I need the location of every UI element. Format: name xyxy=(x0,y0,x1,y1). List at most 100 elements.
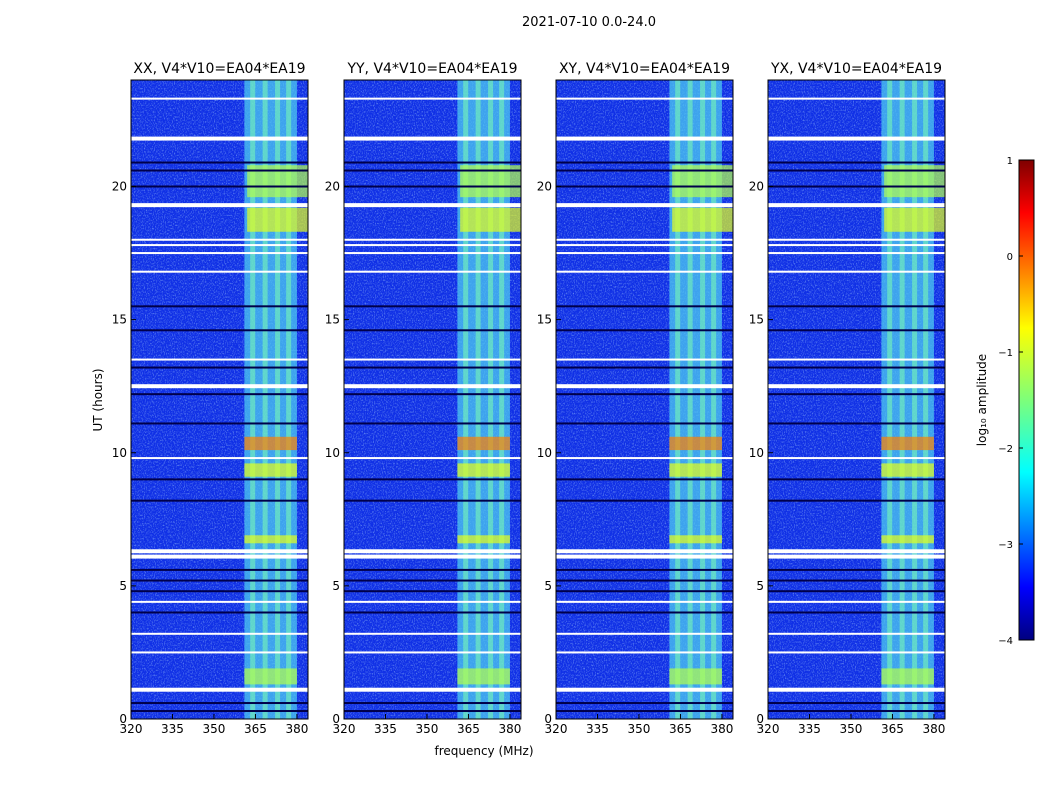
strong-emission-region xyxy=(884,207,945,232)
flagged-row xyxy=(768,554,945,559)
dark-row xyxy=(131,590,308,593)
dark-row xyxy=(768,702,945,705)
x-tick-label: 335 xyxy=(161,722,184,736)
x-tick-label: 335 xyxy=(586,722,609,736)
strong-emission-region xyxy=(669,436,722,451)
flagged-row xyxy=(768,358,945,361)
dark-row xyxy=(131,393,308,396)
flagged-row xyxy=(768,600,945,603)
strong-emission-region xyxy=(457,535,510,544)
flagged-row xyxy=(556,244,733,247)
flagged-row xyxy=(768,270,945,273)
flagged-row xyxy=(556,600,733,603)
flagged-row xyxy=(556,687,733,692)
strong-emission-region xyxy=(244,668,297,685)
flagged-row xyxy=(344,549,521,554)
flagged-row xyxy=(131,632,308,635)
strong-emission-region xyxy=(244,463,297,477)
x-tick-label: 350 xyxy=(203,722,226,736)
strong-emission-region xyxy=(457,436,510,451)
dark-row xyxy=(344,161,521,164)
flagged-row xyxy=(768,203,945,208)
dark-row xyxy=(556,590,733,593)
strong-emission-region xyxy=(881,463,934,477)
dark-row xyxy=(131,422,308,425)
flagged-row xyxy=(556,136,733,141)
strong-emission-region xyxy=(244,436,297,451)
x-tick-label: 320 xyxy=(120,722,143,736)
panel: YY, V4*V10=EA04*EA19 320 335 350 365 380 0 5 10 1… xyxy=(325,61,522,736)
x-tick-label: 365 xyxy=(881,722,904,736)
dark-row xyxy=(556,579,733,582)
flagged-row xyxy=(556,203,733,208)
y-tick-label: 20 xyxy=(325,180,340,194)
dark-row xyxy=(344,590,521,593)
rfi-column xyxy=(711,80,717,719)
dark-row xyxy=(131,478,308,481)
y-tick-label: 10 xyxy=(537,446,552,460)
panel-title: XY, V4*V10=EA04*EA19 xyxy=(559,61,730,77)
rfi-column xyxy=(499,80,505,719)
x-tick-label: 350 xyxy=(628,722,651,736)
dark-row xyxy=(768,579,945,582)
colorbar-tick-label: −1 xyxy=(998,348,1013,359)
dark-row xyxy=(556,169,733,172)
dark-row xyxy=(344,702,521,705)
flagged-row xyxy=(344,97,521,100)
panel: YX, V4*V10=EA04*EA19 320 335 350 365 380 0 5 10 1… xyxy=(749,61,946,736)
flagged-row xyxy=(556,632,733,635)
dark-row xyxy=(556,185,733,188)
rfi-column xyxy=(463,80,469,719)
flagged-row xyxy=(556,457,733,460)
rfi-column xyxy=(899,80,905,719)
panels-group: XX, V4*V10=EA04*EA19 320 335 350 365 380 0 5 10 1… xyxy=(112,61,946,736)
flagged-row xyxy=(556,97,733,100)
figure-suptitle: 2021-07-10 0.0-24.0 xyxy=(522,15,656,30)
rfi-column xyxy=(700,80,706,719)
dark-row xyxy=(768,366,945,369)
y-tick-label: 5 xyxy=(544,579,552,593)
dark-row xyxy=(344,366,521,369)
y-tick-label: 20 xyxy=(537,180,552,194)
y-tick-label: 15 xyxy=(537,313,552,327)
flagged-row xyxy=(131,600,308,603)
dark-row xyxy=(344,422,521,425)
flagged-row xyxy=(344,457,521,460)
dark-row xyxy=(556,710,733,713)
dark-row xyxy=(768,590,945,593)
colorbar-tick-label: 1 xyxy=(1007,156,1013,167)
dark-row xyxy=(344,710,521,713)
dark-row xyxy=(556,568,733,571)
x-tick-label: 320 xyxy=(757,722,780,736)
dark-row xyxy=(556,161,733,164)
rfi-column xyxy=(488,80,494,719)
strong-emission-region xyxy=(457,463,510,477)
strong-emission-region xyxy=(669,668,722,685)
flagged-row xyxy=(344,358,521,361)
dark-row xyxy=(344,169,521,172)
dark-row xyxy=(131,710,308,713)
rfi-column xyxy=(286,80,292,719)
x-tick-label: 380 xyxy=(922,722,945,736)
dark-row xyxy=(768,161,945,164)
dark-row xyxy=(131,366,308,369)
flagged-row xyxy=(768,252,945,255)
rfi-column xyxy=(250,80,256,719)
dark-row xyxy=(344,611,521,614)
flagged-row xyxy=(768,651,945,654)
dark-row xyxy=(768,568,945,571)
dark-row xyxy=(768,185,945,188)
rfi-column xyxy=(475,80,481,719)
x-tick-label: 365 xyxy=(669,722,692,736)
flagged-row xyxy=(768,457,945,460)
x-tick-label: 365 xyxy=(244,722,267,736)
colorbar-ticks: 1 0 −1 −2 −3 −4 xyxy=(998,156,1023,647)
y-tick-label: 10 xyxy=(112,446,127,460)
colorbar-tick-label: −2 xyxy=(998,444,1013,455)
flagged-row xyxy=(556,252,733,255)
y-tick-label: 15 xyxy=(325,313,340,327)
strong-emission-region xyxy=(881,668,934,685)
flagged-row xyxy=(344,687,521,692)
flagged-row xyxy=(131,203,308,208)
